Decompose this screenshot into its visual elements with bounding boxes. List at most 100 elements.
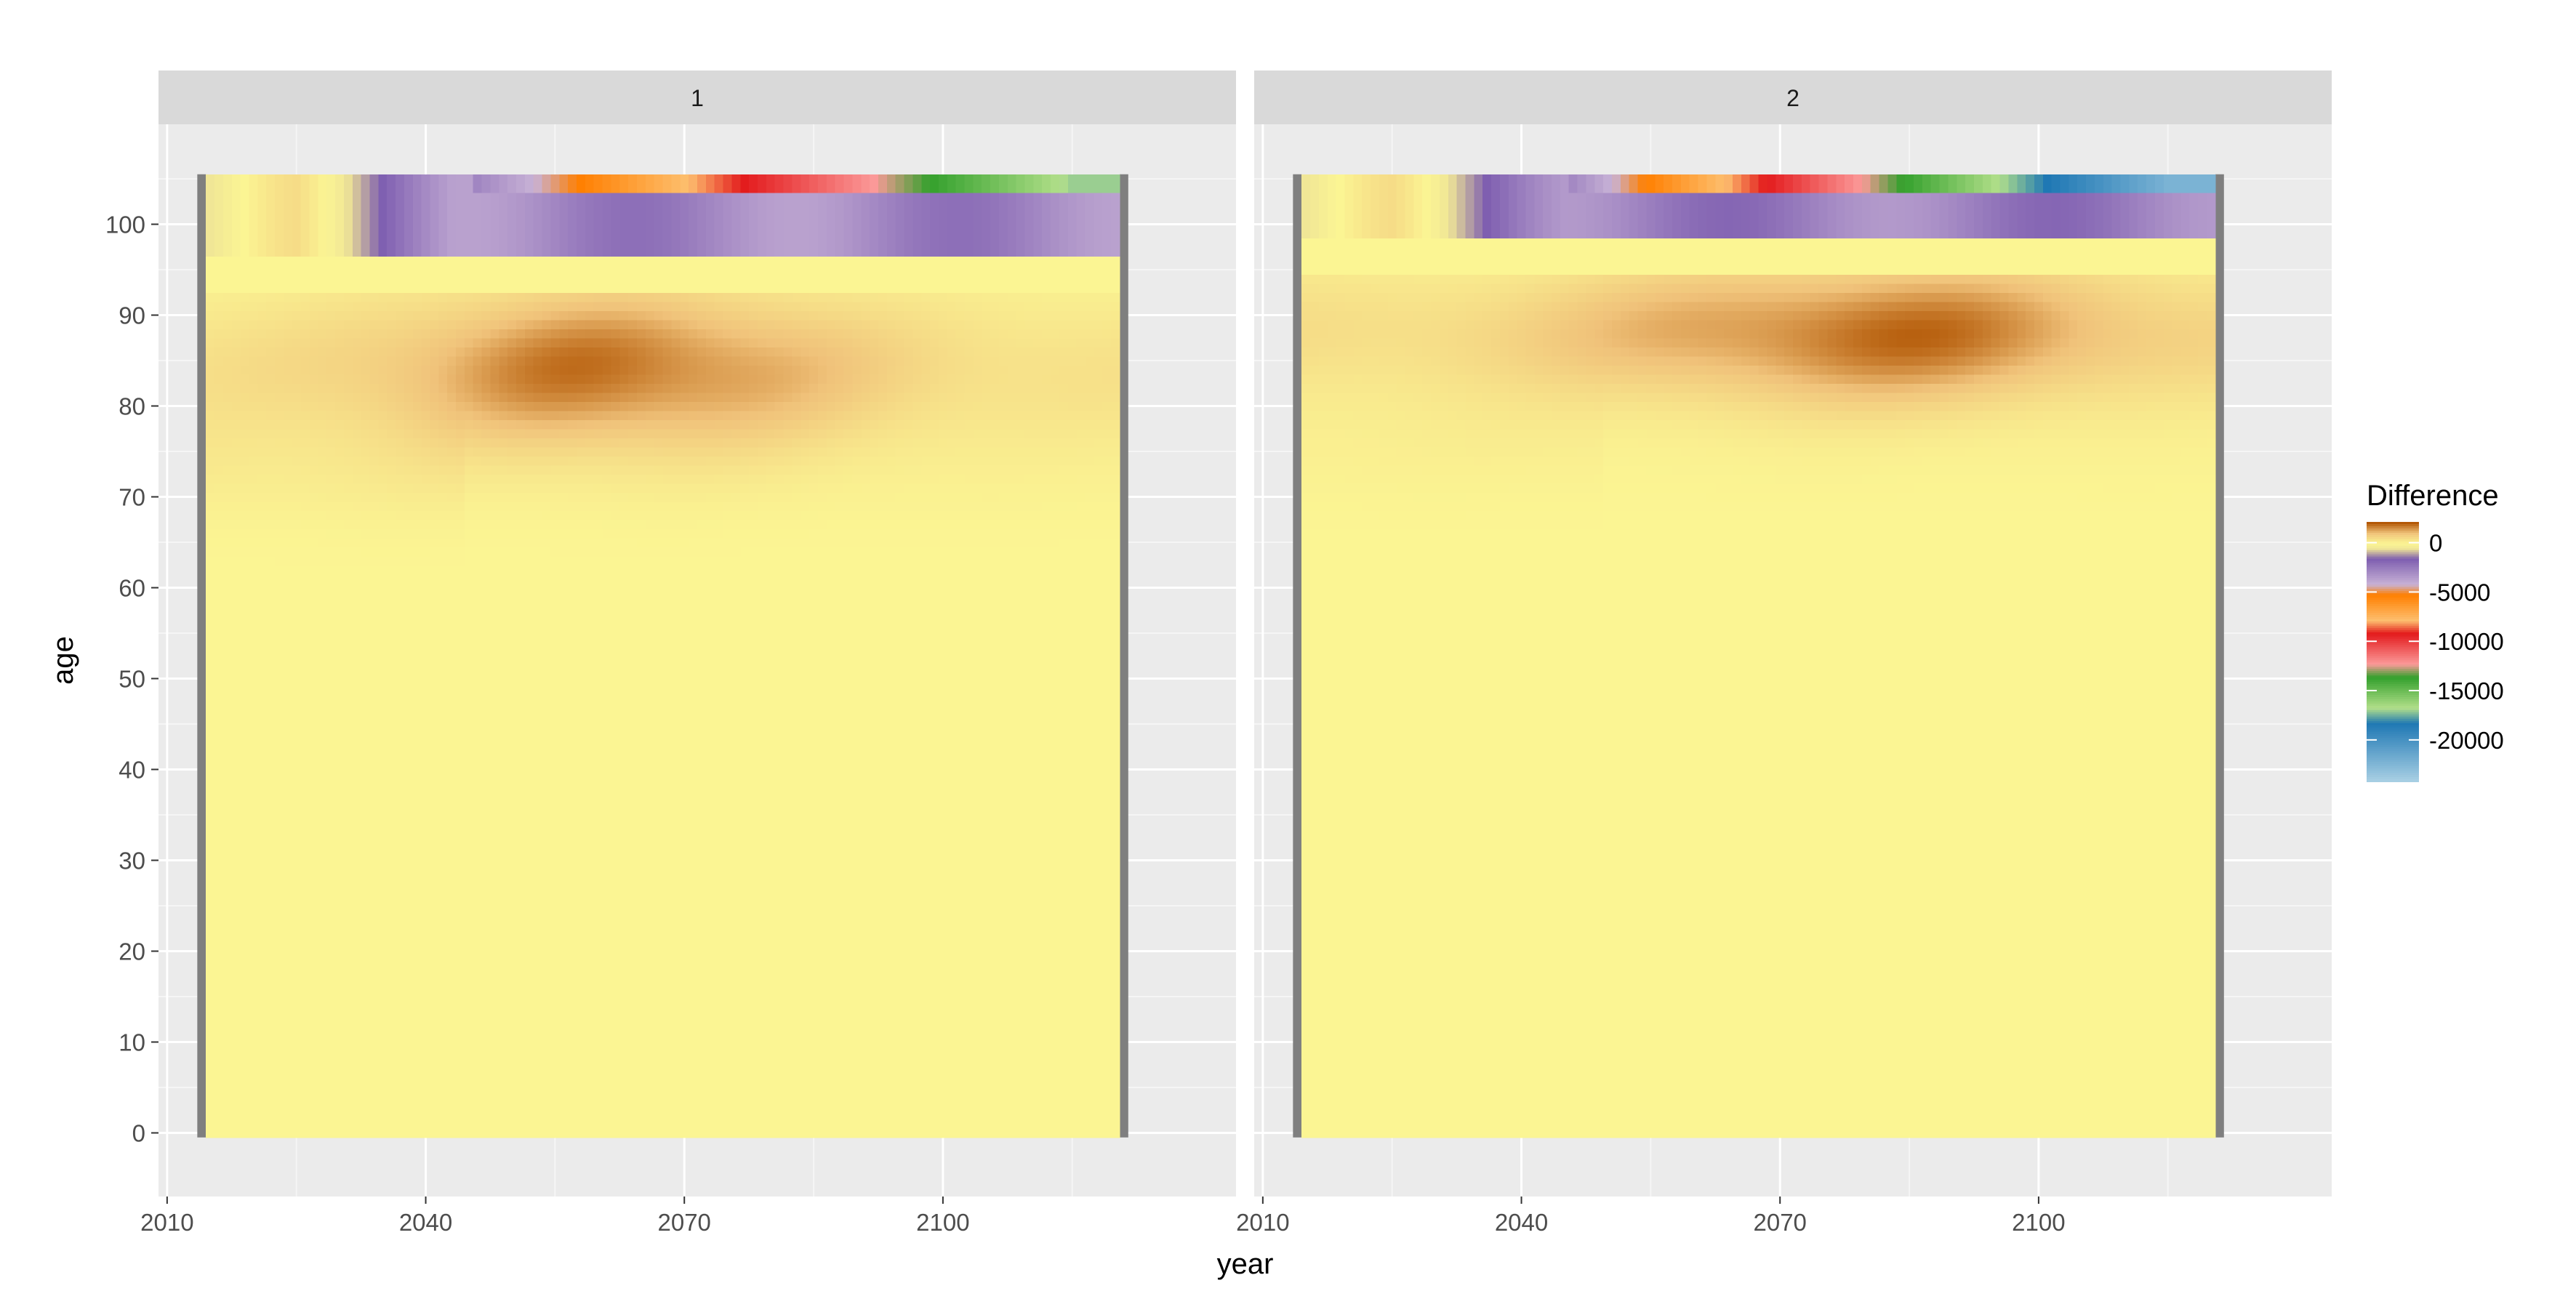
heatmap-tile [603,1074,611,1083]
heatmap-tile [525,174,534,184]
heatmap-tile [404,220,413,229]
heatmap-tile [318,956,326,965]
heatmap-tile [361,928,370,938]
heatmap-tile [413,856,422,865]
heatmap-tile [301,720,310,729]
heatmap-tile [335,265,344,275]
heatmap-tile [292,183,301,193]
heatmap-tile [257,329,266,338]
heatmap-tile [447,502,456,511]
heatmap-tile [465,310,473,320]
heatmap-tile [525,1001,534,1010]
heatmap-tile [387,920,396,929]
heatmap-tile [473,1065,482,1074]
heatmap-tile [344,538,353,547]
heatmap-tile [603,874,611,883]
heatmap-tile [534,611,542,620]
heatmap-tile [568,229,577,238]
heatmap-tile [413,874,422,883]
heatmap-tile [387,565,396,574]
heatmap-tile [499,728,507,738]
heatmap-tile [284,956,292,965]
heatmap-tile [594,411,603,420]
heatmap-tile [353,756,361,765]
heatmap-tile [447,528,456,538]
heatmap-tile [603,892,611,901]
heatmap-tile [214,211,223,220]
heatmap-tile [318,801,326,811]
heatmap-tile [430,1037,438,1047]
heatmap-tile [516,601,525,611]
heatmap-tile [284,483,292,493]
heatmap-tile [396,701,404,711]
heatmap-tile [214,520,223,529]
heatmap-tile [568,874,577,883]
heatmap-tile [482,1065,491,1074]
heatmap-tile [490,256,499,265]
heatmap-tile [284,611,292,620]
heatmap-tile [542,356,551,366]
heatmap-tile [577,946,585,956]
heatmap-tile [568,938,577,947]
na-column [197,174,206,1138]
heatmap-tile [335,1037,344,1047]
heatmap-tile [241,710,249,720]
heatmap-tile [534,347,542,356]
heatmap-tile [232,946,241,956]
heatmap-tile [422,211,430,220]
heatmap-tile [430,1001,438,1010]
heatmap-tile [335,992,344,1002]
heatmap-tile [430,338,438,347]
heatmap-tile [473,274,482,283]
heatmap-tile [284,801,292,811]
heatmap-tile [344,502,353,511]
heatmap-tile [232,411,241,420]
heatmap-tile [292,747,301,756]
heatmap-tile [309,811,318,820]
heatmap-tile [232,1019,241,1029]
heatmap-tile [430,647,438,656]
heatmap-tile [344,611,353,620]
heatmap-tile [369,528,378,538]
heatmap-tile [318,302,326,311]
heatmap-tile [353,647,361,656]
heatmap-tile [422,174,430,184]
heatmap-tile [585,347,594,356]
heatmap-tile [232,611,241,620]
heatmap-tile [438,829,447,838]
heatmap-tile [223,865,232,874]
heatmap-tile [249,474,257,483]
heatmap-tile [335,910,344,920]
heatmap-tile [214,892,223,901]
heatmap-tile [284,928,292,938]
heatmap-tile [482,211,491,220]
heatmap-tile [507,1055,516,1065]
heatmap-tile [301,1074,310,1083]
heatmap-tile [344,201,353,211]
heatmap-tile [257,1128,266,1138]
heatmap-tile [594,274,603,283]
heatmap-tile [447,710,456,720]
heatmap-tile [214,965,223,974]
heatmap-tile [542,874,551,883]
heatmap-tile [430,965,438,974]
heatmap-tile [344,393,353,402]
heatmap-tile [353,574,361,584]
heatmap-tile [275,411,284,420]
heatmap-tile [301,1019,310,1029]
heatmap-tile [387,965,396,974]
heatmap-tile [301,1001,310,1010]
heatmap-tile [387,901,396,911]
heatmap-tile [309,483,318,493]
heatmap-tile [430,837,438,847]
heatmap-tile [257,338,266,347]
heatmap-tile [344,438,353,447]
heatmap-tile [438,837,447,847]
heatmap-tile [257,456,266,465]
heatmap-tile [266,474,275,483]
heatmap-tile [232,783,241,792]
heatmap-tile [387,647,396,656]
heatmap-tile [473,611,482,620]
heatmap-tile [214,393,223,402]
